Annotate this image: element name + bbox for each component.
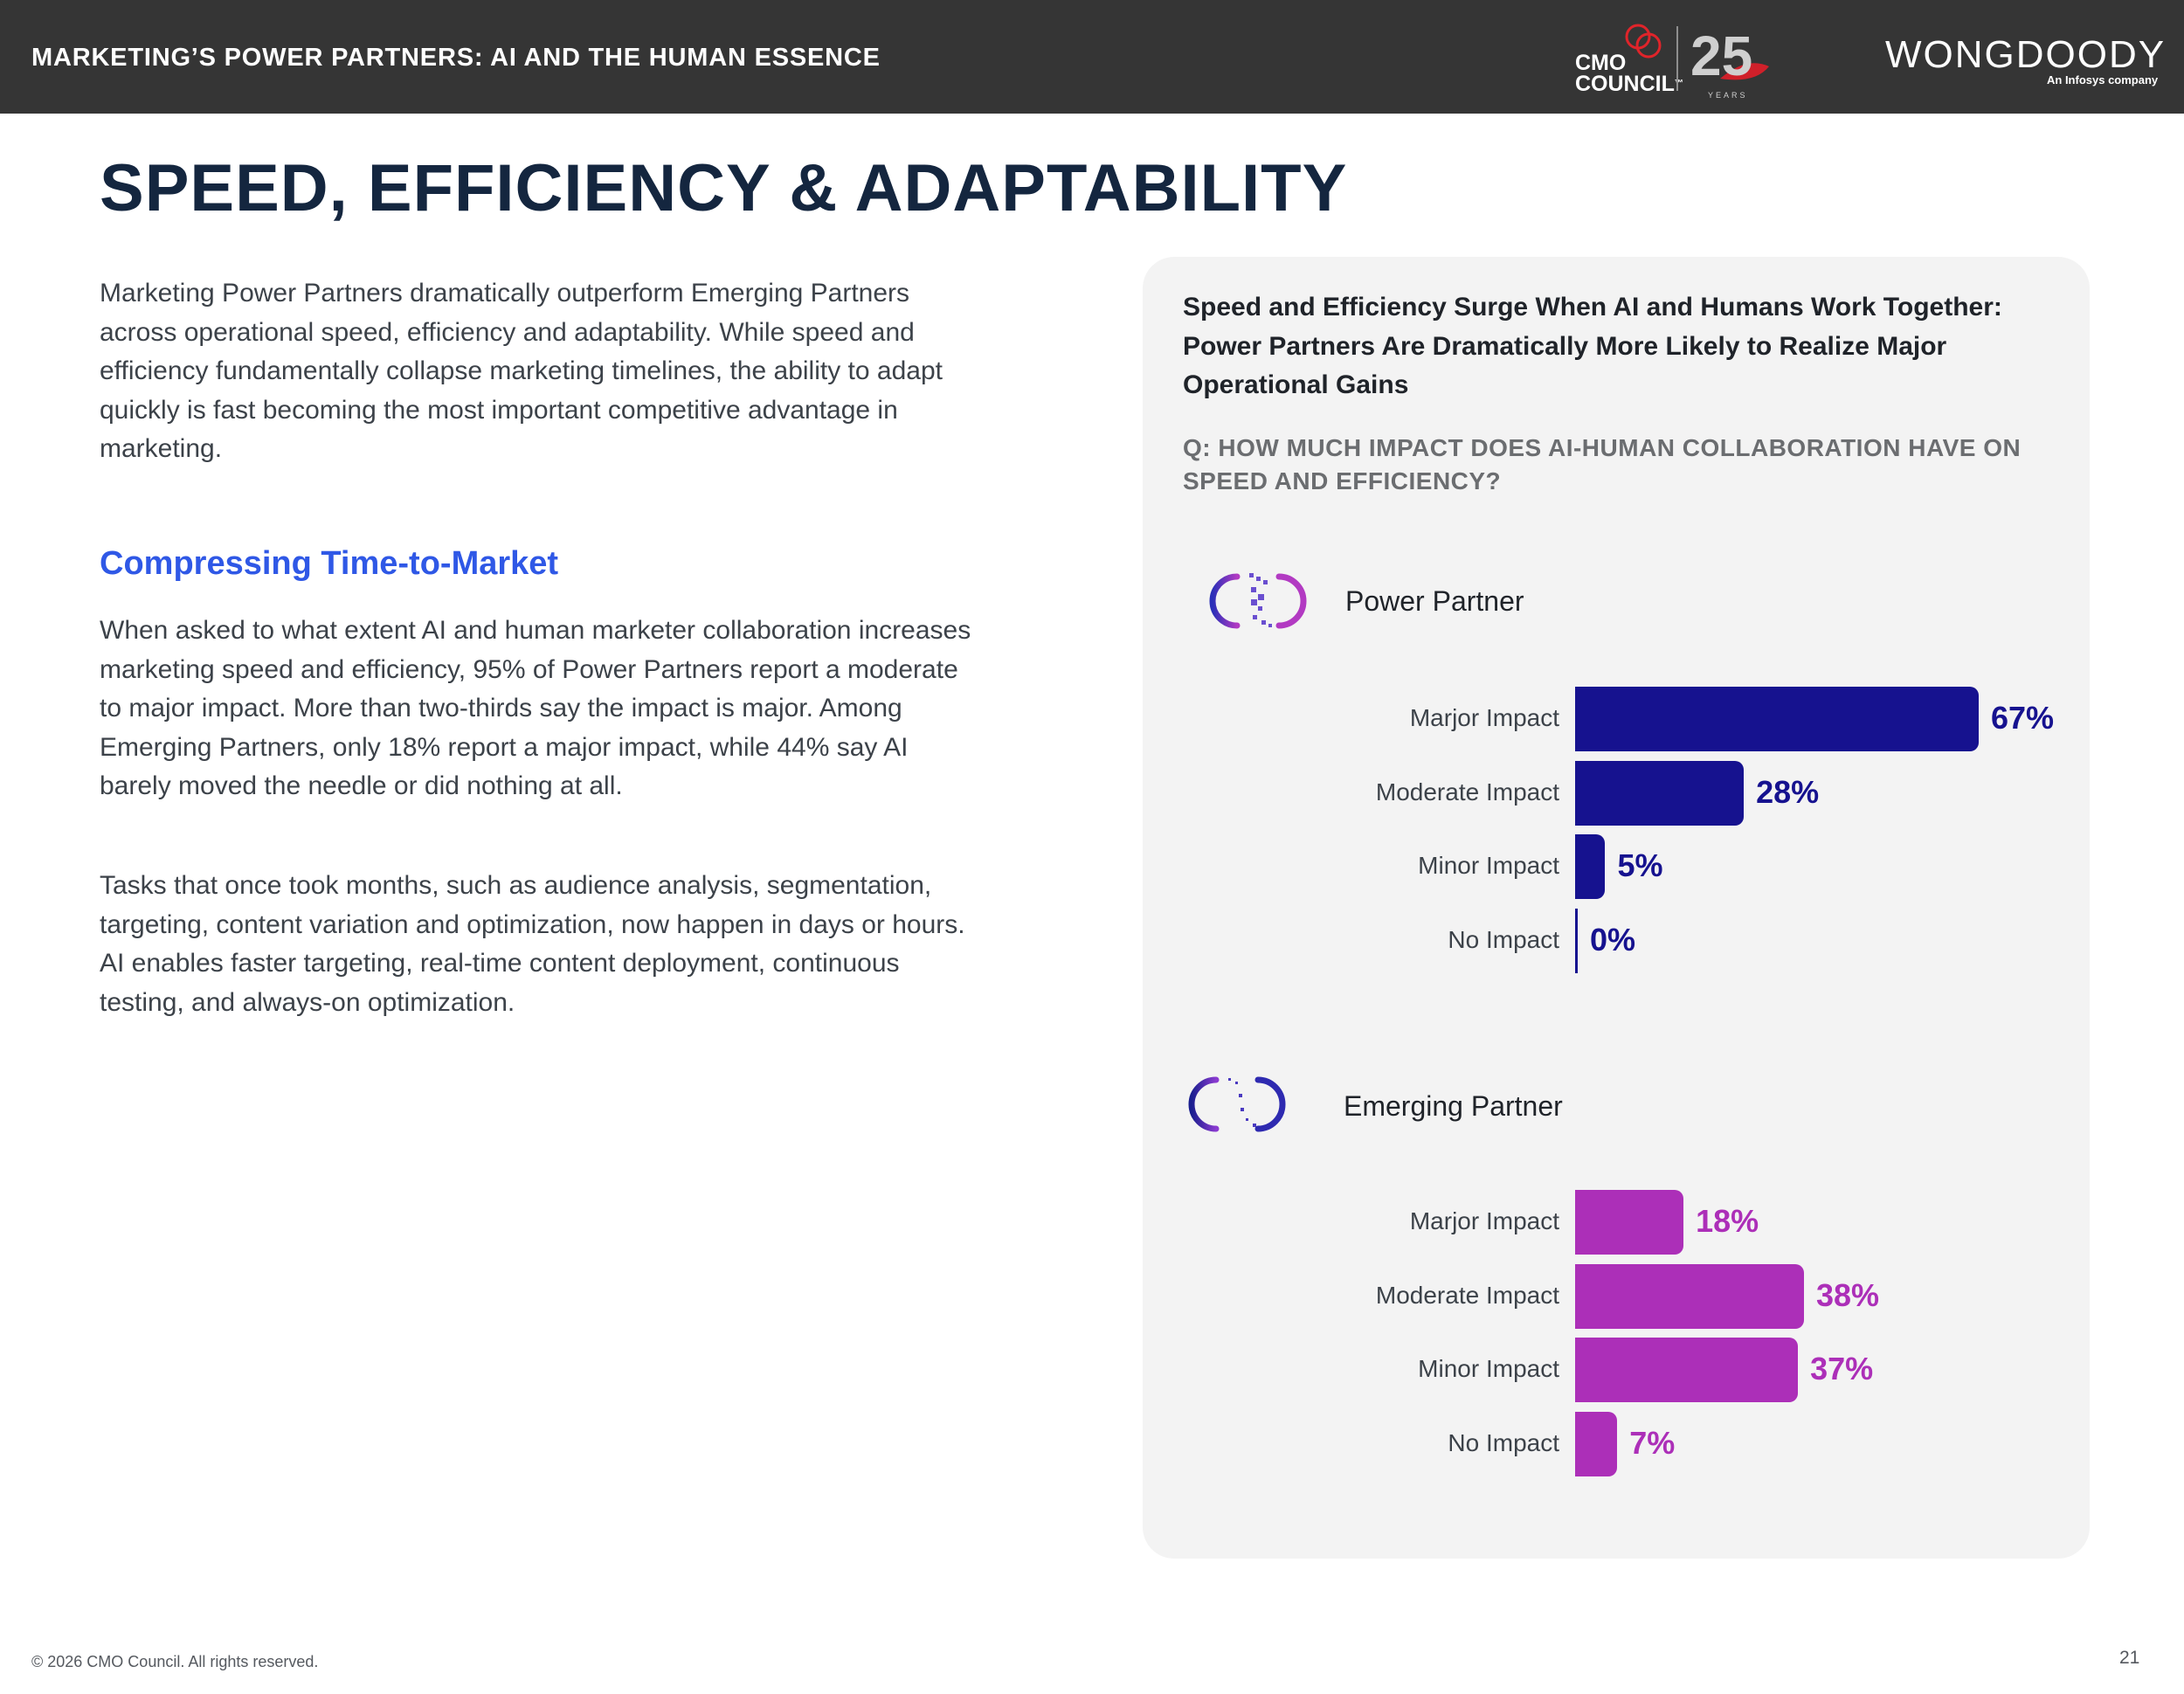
bar-emerging-partner-marjor-impact [1575,1190,1684,1255]
bar-emerging-partner-no-impact [1575,1411,1618,1476]
intro-paragraph: Marketing Power Partners dramatically ou… [100,279,943,463]
value-label-power-partner-no-impact: 0% [1590,921,1636,958]
bar-emerging-partner-minor-impact [1575,1338,1799,1402]
bar-power-partner-minor-impact [1575,834,1606,899]
category-label-power-partner-marjor-impact: Marjor Impact [1409,704,1559,731]
category-label-power-partner-no-impact: No Impact [1448,925,1559,953]
years-text: YEARS [1708,91,1748,100]
section-subheading: Compressing Time-to-Market [100,545,559,582]
value-label-power-partner-moderate-impact: 28% [1756,773,1820,810]
header-bar: MARKETING’S POWER PARTNERS: AI AND THE H… [0,0,2184,114]
cmo-text: CMO [1575,51,1627,75]
value-label-power-partner-marjor-impact: 67% [1991,700,2055,736]
25-years-badge-icon: 25 [1690,24,1769,87]
logo-divider [1676,26,1678,91]
chart-question: Q: HOW MUCH IMPACT DOES AI-HUMAN COLLABO… [1183,434,2022,494]
value-label-emerging-partner-marjor-impact: 18% [1696,1203,1759,1239]
value-label-emerging-partner-no-impact: 7% [1629,1424,1676,1461]
cmo-circles-icon [1625,24,1662,59]
report-title: MARKETING’S POWER PARTNERS: AI AND THE H… [31,44,881,72]
25-badge-number: 25 [1690,24,1752,87]
category-label-emerging-partner-moderate-impact: Moderate Impact [1375,1281,1559,1309]
series-name-power-partner: Power Partner [1345,585,1524,617]
page-number: 21 [2119,1648,2140,1668]
wongdoody-logo: WONGDOODY [1885,33,2167,76]
council-text: COUNCIL [1575,72,1675,96]
chart-title: Speed and Efficiency Surge When AI and H… [1183,293,2002,399]
category-label-emerging-partner-no-impact: No Impact [1448,1428,1559,1456]
power-partner-icon [1209,573,1307,629]
category-label-emerging-partner-marjor-impact: Marjor Impact [1409,1207,1559,1234]
infosys-tagline: An Infosys company [2047,73,2159,86]
value-label-power-partner-minor-impact: 5% [1617,847,1663,883]
cmo-council-logo: CMO COUNCIL™ 25 YEARS [1568,21,1778,101]
category-label-power-partner-moderate-impact: Moderate Impact [1375,778,1559,806]
bar-power-partner-moderate-impact [1575,760,1745,826]
trademark-mark: ™ [1674,79,1683,88]
category-label-emerging-partner-minor-impact: Minor Impact [1418,1355,1559,1382]
page-title: SPEED, EFFICIENCY & ADAPTABILITY [100,151,1348,225]
cmo-council-wordmark: CMO COUNCIL™ [1575,51,1683,96]
value-label-emerging-partner-minor-impact: 37% [1810,1351,1874,1386]
bar-emerging-partner-moderate-impact [1575,1263,1805,1329]
copyright-text: © 2026 CMO Council. All rights reserved. [31,1653,319,1670]
body-paragraph-1: When asked to what extent AI and human m… [100,616,971,800]
series-name-emerging-partner: Emerging Partner [1344,1090,1563,1122]
bar-power-partner-marjor-impact [1575,687,1979,751]
emerging-partner-icon [1188,1076,1286,1132]
category-label-power-partner-minor-impact: Minor Impact [1418,852,1559,879]
value-label-emerging-partner-moderate-impact: 38% [1816,1276,1880,1313]
body-paragraph-2: Tasks that once took months, such as aud… [100,871,965,1017]
bar-power-partner-no-impact [1575,908,1578,973]
